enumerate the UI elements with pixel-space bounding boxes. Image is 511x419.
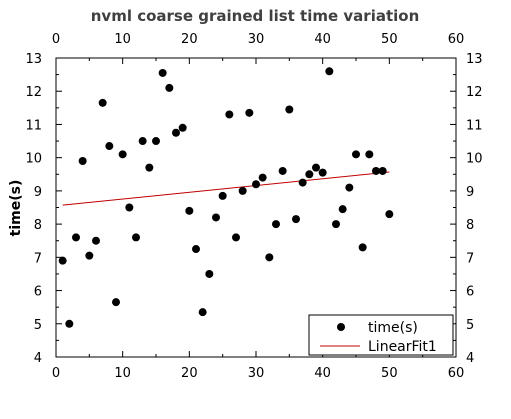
- x-tick-label-bottom: 50: [381, 366, 398, 381]
- data-point: [205, 269, 214, 278]
- data-point: [178, 123, 187, 132]
- data-point: [98, 98, 107, 107]
- y-axis-label: time(s): [8, 180, 24, 237]
- data-point: [338, 205, 347, 214]
- data-point: [298, 178, 307, 187]
- y-tick-label-left: 9: [34, 185, 42, 200]
- data-point: [332, 220, 340, 229]
- series-layer: [58, 67, 394, 328]
- y-tick-label-right: 8: [466, 218, 474, 233]
- data-point: [312, 163, 320, 172]
- x-tick-label-bottom: 20: [181, 366, 198, 381]
- data-point: [138, 137, 147, 146]
- x-tick-label-top: 40: [314, 32, 331, 47]
- data-point: [292, 215, 300, 224]
- data-point: [378, 166, 387, 175]
- y-tick-label-right: 13: [466, 52, 483, 67]
- data-point: [372, 166, 380, 175]
- data-point: [172, 128, 180, 137]
- y-tick-label-left: 4: [34, 351, 42, 366]
- x-tick-label-bottom: 10: [114, 366, 131, 381]
- x-tick-label-top: 50: [381, 32, 398, 47]
- y-tick-label-left: 6: [34, 285, 42, 300]
- data-point: [125, 203, 134, 212]
- data-point: [305, 170, 314, 179]
- data-point: [152, 137, 160, 146]
- x-tick-label-top: 10: [114, 32, 131, 47]
- y-tick-label-right: 5: [466, 318, 474, 333]
- data-point: [165, 83, 174, 92]
- data-point: [285, 105, 294, 114]
- y-tick-label-right: 4: [466, 351, 474, 366]
- legend-box: [308, 314, 454, 356]
- data-point: [78, 156, 87, 165]
- x-tick-label-bottom: 40: [314, 366, 331, 381]
- y-tick-label-right: 12: [466, 85, 483, 100]
- data-point: [105, 142, 114, 151]
- data-point: [158, 68, 167, 77]
- y-tick-label-right: 6: [466, 285, 474, 300]
- x-tick-label-bottom: 30: [248, 366, 265, 381]
- data-point: [58, 256, 67, 265]
- data-point: [365, 150, 374, 159]
- y-tick-label-left: 7: [34, 251, 42, 266]
- data-point: [278, 166, 287, 175]
- y-tick-label-right: 9: [466, 185, 474, 200]
- y-tick-label-left: 11: [25, 118, 42, 133]
- axis-ticks: [55, 57, 457, 358]
- data-point: [192, 245, 200, 254]
- data-point: [352, 150, 360, 159]
- data-point: [118, 150, 127, 159]
- data-point: [252, 180, 260, 189]
- data-point: [325, 67, 334, 76]
- legend-label-scatter: time(s): [368, 320, 418, 336]
- x-tick-label-top: 60: [448, 32, 465, 47]
- data-point: [245, 108, 254, 117]
- linear-fit-line: [62, 171, 390, 206]
- data-point: [212, 213, 220, 222]
- y-tick-label-left: 12: [25, 85, 42, 100]
- y-tick-label-right: 7: [466, 251, 474, 266]
- data-point: [265, 253, 274, 262]
- data-point: [132, 233, 140, 242]
- y-tick-label-right: 10: [466, 152, 483, 167]
- x-tick-label-top: 20: [181, 32, 198, 47]
- data-point: [198, 308, 207, 317]
- chart-title: nvml coarse grained list time variation: [91, 7, 420, 25]
- x-tick-label-bottom: 60: [448, 366, 465, 381]
- data-point: [232, 233, 240, 242]
- y-tick-label-right: 11: [466, 118, 483, 133]
- legend-marker-scatter: [337, 323, 345, 331]
- data-point: [238, 186, 247, 195]
- data-point: [225, 110, 234, 119]
- data-point: [145, 163, 154, 172]
- data-point: [345, 183, 354, 192]
- x-tick-label-top: 30: [248, 32, 265, 47]
- data-point: [318, 168, 327, 177]
- data-point: [258, 173, 267, 182]
- data-point: [185, 206, 194, 215]
- data-point: [92, 236, 100, 245]
- data-point: [385, 210, 394, 219]
- data-point: [358, 243, 367, 252]
- y-tick-label-left: 8: [34, 218, 42, 233]
- data-point: [218, 191, 227, 200]
- y-tick-label-left: 10: [25, 152, 42, 167]
- data-point: [85, 251, 94, 260]
- x-tick-label-bottom: 0: [52, 366, 60, 381]
- y-tick-label-left: 5: [34, 318, 42, 333]
- data-point: [72, 233, 80, 242]
- plot-frame: [55, 57, 457, 358]
- legend-label-fit: LinearFit1: [368, 339, 437, 355]
- x-tick-label-top: 0: [52, 32, 60, 47]
- data-point: [272, 220, 280, 229]
- data-point: [112, 298, 120, 307]
- legend: time(s) LinearFit1: [308, 314, 454, 356]
- data-point: [65, 319, 74, 328]
- y-tick-label-left: 13: [25, 52, 42, 67]
